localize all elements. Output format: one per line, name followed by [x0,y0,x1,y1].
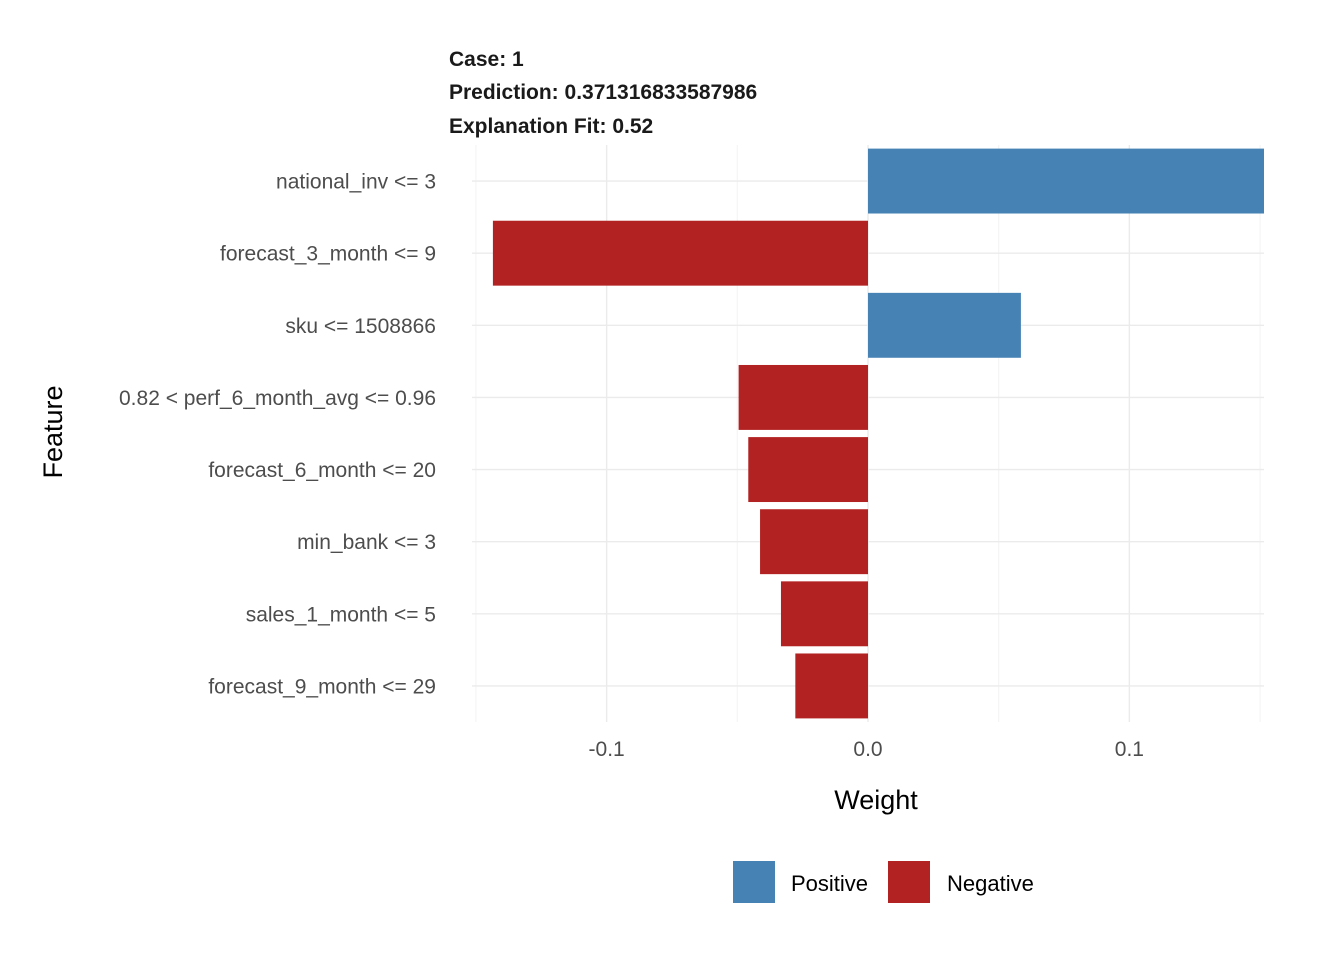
x-tick-label: 0.1 [1115,738,1144,761]
bar-positive [868,148,1264,214]
bar-negative [492,220,868,286]
feature-label: forecast_9_month <= 29 [208,675,436,698]
feature-labels: national_inv <= 3 forecast_3_month <= 9 sk… [119,171,436,699]
x-axis-title: Weight [834,785,918,815]
bar-negative [795,653,868,719]
bar-negative [738,364,868,430]
feature-label: forecast_6_month <= 20 [208,459,436,482]
prediction-subtitle: Prediction: 0.371316833587986 [449,81,757,104]
feature-label: national_inv <= 3 [276,171,436,194]
legend: Positive Negative [733,861,1034,903]
legend-label-negative: Negative [947,871,1034,896]
explanation-fit-subtitle: Explanation Fit: 0.52 [449,115,653,138]
bar-negative [780,581,868,647]
bar-negative [748,437,868,503]
legend-label-positive: Positive [791,871,868,896]
bars [492,148,1264,719]
y-axis-title: Feature [38,385,68,478]
feature-label: sales_1_month <= 5 [246,603,436,626]
feature-label: min_bank <= 3 [297,531,436,554]
bar-negative [760,509,868,575]
legend-key-positive [733,861,775,903]
feature-label: forecast_3_month <= 9 [220,243,436,266]
x-tick-labels: -0.1 0.0 0.1 [589,738,1144,761]
x-tick-label: 0.0 [853,738,882,761]
bar-positive [868,292,1021,358]
case-title: Case: 1 [449,48,524,71]
feature-label: sku <= 1508866 [285,315,436,338]
feature-label: 0.82 < perf_6_month_avg <= 0.96 [119,387,436,410]
x-tick-label: -0.1 [589,738,625,761]
legend-key-negative [888,861,930,903]
